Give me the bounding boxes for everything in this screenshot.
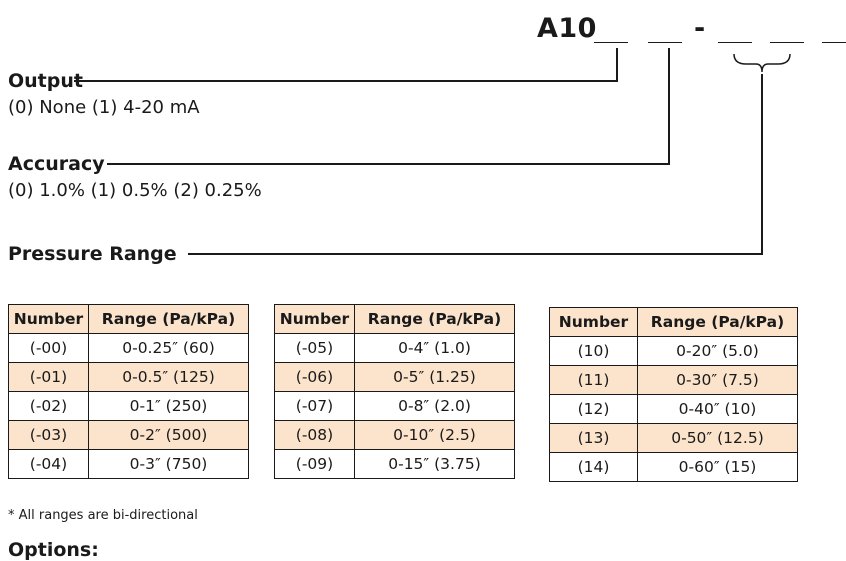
options-heading: Options: [8, 539, 99, 561]
column-header: Range (Pa/kPa) [88, 304, 249, 334]
column-header: Range (Pa/kPa) [354, 304, 515, 334]
range-code: (-04) [8, 449, 89, 479]
range-code: (-08) [274, 420, 355, 450]
range-value: 0-5″ (1.25) [354, 362, 515, 392]
pressure-range-label: Pressure Range [8, 243, 177, 265]
output-leader-h [74, 80, 617, 82]
column-header: Number [549, 307, 638, 337]
table-row: (11) 0-30″ (7.5) [549, 365, 798, 395]
blank-output [594, 42, 628, 43]
table-row: (-00) 0-0.25″ (60) [8, 333, 249, 363]
range-leader-v [761, 74, 763, 255]
table-row: (-05) 0-4″ (1.0) [274, 333, 515, 363]
output-label: Output [8, 70, 83, 92]
table-row: (-01) 0-0.5″ (125) [8, 362, 249, 392]
output-leader-v [616, 48, 618, 82]
blank-range-3 [822, 42, 846, 43]
column-header: Number [274, 304, 355, 334]
range-value: 0-8″ (2.0) [354, 391, 515, 421]
range-value: 0-10″ (2.5) [354, 420, 515, 450]
range-code: (-05) [274, 333, 355, 363]
accuracy-leader-v [668, 48, 670, 165]
accuracy-label: Accuracy [8, 153, 105, 175]
range-value: 0-3″ (750) [88, 449, 249, 479]
range-value: 0-40″ (10) [637, 394, 798, 424]
range-value: 0-20″ (5.0) [637, 336, 798, 366]
range-brace [733, 53, 791, 73]
output-options: (0) None (1) 4-20 mA [8, 97, 200, 118]
range-leader-h [188, 253, 762, 255]
table-row: (10) 0-20″ (5.0) [549, 336, 798, 366]
accuracy-options: (0) 1.0% (1) 0.5% (2) 0.25% [8, 180, 262, 201]
range-code: (14) [549, 452, 638, 482]
range-value: 0-50″ (12.5) [637, 423, 798, 453]
table-row: (-04) 0-3″ (750) [8, 449, 249, 479]
footnote: * All ranges are bi-directional [8, 508, 198, 523]
blank-range-1 [718, 42, 752, 43]
model-separator: - [694, 13, 706, 44]
model-prefix: A10 [537, 13, 597, 44]
table-row: (-03) 0-2″ (500) [8, 420, 249, 450]
table-row: (-02) 0-1″ (250) [8, 391, 249, 421]
column-header: Number [8, 304, 89, 334]
range-value: 0-0.25″ (60) [88, 333, 249, 363]
accuracy-leader-h [107, 163, 669, 165]
range-code: (12) [549, 394, 638, 424]
range-value: 0-2″ (500) [88, 420, 249, 450]
range-code: (-00) [8, 333, 89, 363]
table-row: (-06) 0-5″ (1.25) [274, 362, 515, 392]
range-code: (13) [549, 423, 638, 453]
blank-range-2 [770, 42, 804, 43]
range-table-1: Number Range (Pa/kPa) (-00) 0-0.25″ (60) (… [8, 304, 249, 479]
range-code: (-06) [274, 362, 355, 392]
table-row: (14) 0-60″ (15) [549, 452, 798, 482]
range-table-2: Number Range (Pa/kPa) (-05) 0-4″ (1.0) (-0… [274, 304, 515, 479]
range-value: 0-60″ (15) [637, 452, 798, 482]
range-code: (-01) [8, 362, 89, 392]
table-row: (-07) 0-8″ (2.0) [274, 391, 515, 421]
column-header: Range (Pa/kPa) [637, 307, 798, 337]
range-value: 0-30″ (7.5) [637, 365, 798, 395]
range-table-3: Number Range (Pa/kPa) (10) 0-20″ (5.0) (11… [549, 307, 798, 482]
table-row: (-09) 0-15″ (3.75) [274, 449, 515, 479]
range-value: 0-0.5″ (125) [88, 362, 249, 392]
range-value: 0-1″ (250) [88, 391, 249, 421]
range-value: 0-15″ (3.75) [354, 449, 515, 479]
range-code: (-09) [274, 449, 355, 479]
range-value: 0-4″ (1.0) [354, 333, 515, 363]
table-row: (-08) 0-10″ (2.5) [274, 420, 515, 450]
table-row: (12) 0-40″ (10) [549, 394, 798, 424]
range-code: (11) [549, 365, 638, 395]
range-code: (10) [549, 336, 638, 366]
blank-accuracy [648, 42, 682, 43]
range-code: (-02) [8, 391, 89, 421]
table-row: (13) 0-50″ (12.5) [549, 423, 798, 453]
range-code: (-03) [8, 420, 89, 450]
range-code: (-07) [274, 391, 355, 421]
